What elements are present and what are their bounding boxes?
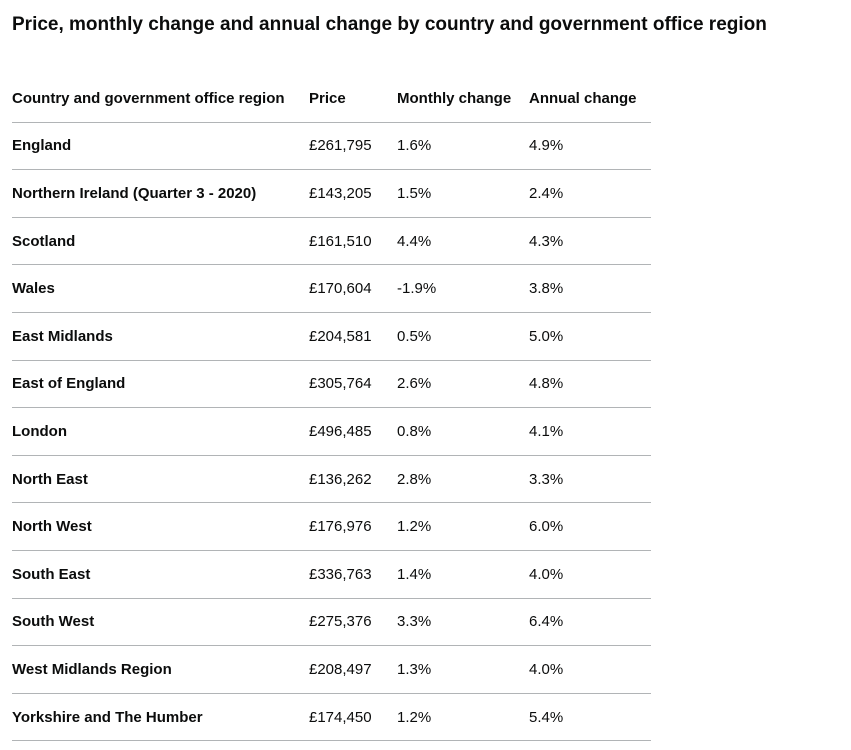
table-cell: £204,581 <box>309 312 397 361</box>
table-row: East Midlands £204,581 0.5% 5.0% <box>12 312 651 361</box>
table-cell: 4.9% <box>529 122 651 171</box>
table-cell: 5.0% <box>529 312 651 361</box>
table-row: England £261,795 1.6% 4.9% <box>12 122 651 171</box>
table-row: East of England £305,764 2.6% 4.8% <box>12 360 651 409</box>
table-cell: 1.5% <box>397 169 529 218</box>
page-title: Price, monthly change and annual change … <box>12 14 767 35</box>
table-cell: £170,604 <box>309 264 397 313</box>
table-cell: 1.4% <box>397 550 529 599</box>
table-cell: 0.8% <box>397 407 529 456</box>
column-header: Country and government office region <box>12 75 309 123</box>
table-row: Scotland £161,510 4.4% 4.3% <box>12 217 651 266</box>
table-cell: £161,510 <box>309 217 397 266</box>
column-header: Price <box>309 75 397 123</box>
table-cell: 6.0% <box>529 502 651 551</box>
region-name: South West <box>12 598 309 647</box>
region-name: England <box>12 122 309 171</box>
region-name: South East <box>12 550 309 599</box>
table-cell: 2.6% <box>397 360 529 409</box>
table-row: South West £275,376 3.3% 6.4% <box>12 598 651 647</box>
table-cell: 3.3% <box>529 455 651 504</box>
table-cell: £261,795 <box>309 122 397 171</box>
table-cell: £305,764 <box>309 360 397 409</box>
region-name: London <box>12 407 309 456</box>
table-cell: 4.3% <box>529 217 651 266</box>
region-name: Scotland <box>12 217 309 266</box>
region-name: Wales <box>12 264 309 313</box>
table-cell: 6.4% <box>529 598 651 647</box>
table-cell: -1.9% <box>397 264 529 313</box>
table-cell: 1.2% <box>397 693 529 742</box>
table-cell: 3.8% <box>529 264 651 313</box>
table-cell: 3.3% <box>397 598 529 647</box>
table-cell: £275,376 <box>309 598 397 647</box>
table-cell: 2.4% <box>529 169 651 218</box>
table-cell: £174,450 <box>309 693 397 742</box>
table-row: Wales £170,604 -1.9% 3.8% <box>12 264 651 313</box>
region-name: Northern Ireland (Quarter 3 - 2020) <box>12 169 309 218</box>
table-row: London £496,485 0.8% 4.1% <box>12 407 651 456</box>
column-header: Annual change <box>529 75 651 123</box>
table-cell: 4.8% <box>529 360 651 409</box>
table-cell: 4.1% <box>529 407 651 456</box>
table-cell: £176,976 <box>309 502 397 551</box>
table-cell: 2.8% <box>397 455 529 504</box>
table-body: England £261,795 1.6% 4.9% Northern Ireland … <box>12 122 651 742</box>
table-cell: 4.0% <box>529 645 651 694</box>
region-name: East of England <box>12 360 309 409</box>
table-cell: 1.2% <box>397 502 529 551</box>
table-cell: £143,205 <box>309 169 397 218</box>
table-cell: £208,497 <box>309 645 397 694</box>
table-cell: 0.5% <box>397 312 529 361</box>
region-name: North East <box>12 455 309 504</box>
column-header: Monthly change <box>397 75 529 123</box>
table-cell: £336,763 <box>309 550 397 599</box>
table-row: Northern Ireland (Quarter 3 - 2020) £143,… <box>12 169 651 218</box>
table-cell: 1.3% <box>397 645 529 694</box>
table-cell: 4.4% <box>397 217 529 266</box>
table-row: South East £336,763 1.4% 4.0% <box>12 550 651 599</box>
table-row: North West £176,976 1.2% 6.0% <box>12 502 651 551</box>
table-row: Yorkshire and The Humber £174,450 1.2% 5.4% <box>12 693 651 742</box>
table-row: North East £136,262 2.8% 3.3% <box>12 455 651 504</box>
table-cell: £496,485 <box>309 407 397 456</box>
region-name: Yorkshire and The Humber <box>12 693 309 742</box>
region-name: East Midlands <box>12 312 309 361</box>
table-cell: 5.4% <box>529 693 651 742</box>
header-row: Country and government office region Pric… <box>12 75 651 123</box>
table-cell: £136,262 <box>309 455 397 504</box>
table-cell: 1.6% <box>397 122 529 171</box>
table-row: West Midlands Region £208,497 1.3% 4.0% <box>12 645 651 694</box>
data-table: Country and government office region Pric… <box>12 75 651 742</box>
table-cell: 4.0% <box>529 550 651 599</box>
region-name: West Midlands Region <box>12 645 309 694</box>
region-name: North West <box>12 502 309 551</box>
